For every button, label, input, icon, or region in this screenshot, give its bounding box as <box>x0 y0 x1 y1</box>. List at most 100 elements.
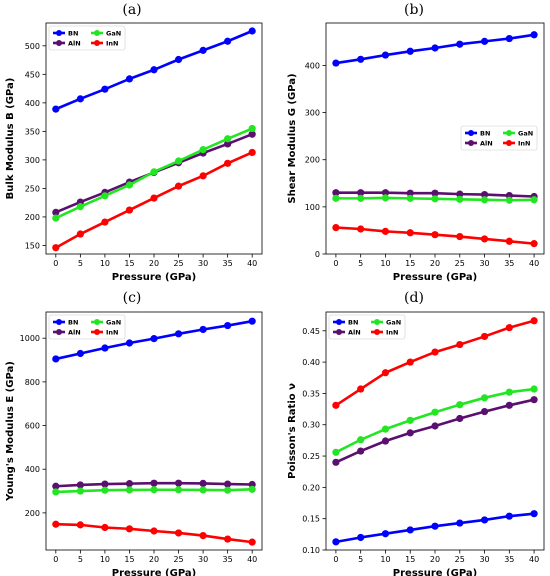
data-point-gan <box>224 135 232 143</box>
data-point-inn <box>480 332 489 341</box>
data-point-bn <box>332 538 340 546</box>
data-point-inn <box>530 240 538 248</box>
legend-label-inn: InN <box>518 140 531 148</box>
y-tick-label: 150 <box>25 241 40 250</box>
data-point-gan <box>381 425 390 433</box>
x-tick-label: 35 <box>223 555 233 564</box>
data-point-aln <box>332 189 340 197</box>
legend: BN AlN GaN InN <box>48 314 126 340</box>
data-point-aln <box>125 480 134 488</box>
data-point-gan <box>406 416 414 424</box>
x-axis-label: Pressure (GPa) <box>112 568 196 576</box>
y-tick-label: 400 <box>25 465 40 474</box>
panel-label: (a) <box>122 2 141 18</box>
x-tick-label: 40 <box>529 259 539 268</box>
x-tick-label: 15 <box>124 555 134 564</box>
y-tick-label: 250 <box>25 184 40 193</box>
y-tick-label: 0.15 <box>302 515 320 524</box>
data-point-bn <box>101 85 109 93</box>
data-point-gan <box>76 487 84 495</box>
data-point-aln <box>357 189 365 197</box>
data-point-aln <box>381 437 390 445</box>
data-point-inn <box>505 324 513 332</box>
legend: BN AlN GaN InN <box>460 125 538 151</box>
data-point-aln <box>406 189 414 197</box>
data-point-bn <box>530 31 538 39</box>
legend: BN AlN GaN InN <box>48 25 126 51</box>
data-point-bn <box>505 512 513 520</box>
x-tick-label: 20 <box>149 555 159 564</box>
y-tick-label: 100 <box>305 203 320 212</box>
data-point-gan <box>530 385 538 393</box>
y-tick-label: 0.20 <box>302 483 320 492</box>
data-point-gan <box>76 203 84 211</box>
data-point-aln <box>150 479 158 487</box>
data-point-gan <box>199 146 207 154</box>
legend-marker-aln <box>56 329 62 335</box>
data-point-inn <box>248 538 256 546</box>
legend-label-gan: GaN <box>106 30 121 38</box>
data-point-gan <box>431 195 439 203</box>
data-point-bn <box>530 510 538 518</box>
data-point-bn <box>480 516 489 524</box>
data-point-aln <box>101 480 109 488</box>
y-tick-label: 400 <box>305 61 320 70</box>
x-tick-label: 5 <box>78 259 83 268</box>
y-tick-label: 800 <box>25 378 40 387</box>
data-point-inn <box>150 527 158 535</box>
data-point-inn <box>101 218 109 226</box>
data-point-bn <box>248 317 256 325</box>
x-tick-label: 30 <box>198 259 208 268</box>
y-tick-label: 0.40 <box>302 358 320 367</box>
x-axis-label: Pressure (GPa) <box>393 272 477 283</box>
legend-box <box>48 314 126 340</box>
chart-panel-3: (c) 0 5 10 15 20 25 30 35 40 200 400 600 800 1000 Press… <box>5 290 263 576</box>
data-point-aln <box>224 480 232 488</box>
data-point-inn <box>431 231 439 239</box>
data-point-bn <box>248 27 256 35</box>
x-tick-label: 5 <box>78 555 83 564</box>
data-point-gan <box>125 486 134 494</box>
data-point-aln <box>431 422 439 430</box>
data-point-inn <box>456 340 464 349</box>
data-point-inn <box>431 348 439 356</box>
chart-panel-2: (b)0 5 10 15 20 25 30 35 400100200300400Pressure… <box>287 2 545 283</box>
x-tick-label: 20 <box>430 555 440 564</box>
y-tick-label: 0.35 <box>302 389 320 398</box>
x-tick-label: 25 <box>455 259 465 268</box>
x-tick-label: 35 <box>504 555 514 564</box>
data-point-aln <box>431 189 439 197</box>
y-tick-label: 450 <box>25 70 40 79</box>
y-axis-label: Bulk Modulus B (GPa) <box>5 78 16 200</box>
y-tick-label: 600 <box>25 422 40 431</box>
legend-label-inn: InN <box>106 40 119 48</box>
legend: BN AlN GaN InN <box>328 314 406 340</box>
x-tick-label: 25 <box>173 259 183 268</box>
x-tick-label: 25 <box>455 555 465 564</box>
y-tick-label: 0.45 <box>302 327 320 336</box>
data-point-bn <box>381 51 390 59</box>
panel-label: (d) <box>404 290 424 306</box>
data-point-gan <box>174 486 183 494</box>
data-point-gan <box>406 194 414 202</box>
data-point-bn <box>381 530 390 538</box>
legend-box <box>460 125 538 151</box>
x-tick-label: 5 <box>358 259 363 268</box>
legend-label-gan: GaN <box>106 319 121 327</box>
data-point-gan <box>357 194 365 202</box>
data-point-bn <box>456 519 464 527</box>
legend-label-inn: InN <box>386 329 399 337</box>
data-point-bn <box>125 339 134 347</box>
y-tick-label: 200 <box>25 213 40 222</box>
panel-label: (b) <box>404 2 424 18</box>
y-axis-label: Shear Modulus G (GPa) <box>287 73 298 203</box>
data-point-aln <box>480 407 489 416</box>
data-point-aln <box>199 479 207 488</box>
legend-label-gan: GaN <box>386 319 401 327</box>
x-tick-label: 35 <box>223 259 233 268</box>
data-point-bn <box>150 335 158 343</box>
data-point-inn <box>52 244 60 252</box>
data-point-gan <box>332 448 340 456</box>
data-point-gan <box>174 157 183 165</box>
data-point-aln <box>456 190 464 198</box>
